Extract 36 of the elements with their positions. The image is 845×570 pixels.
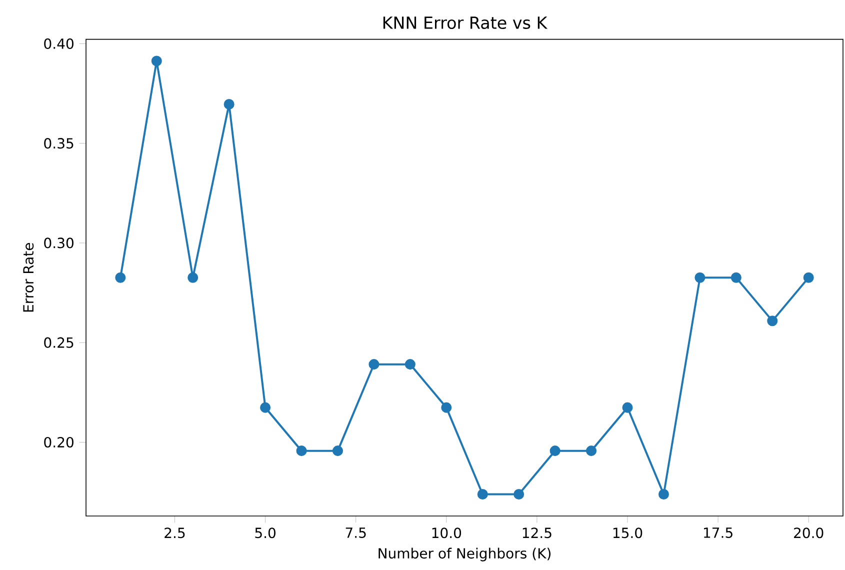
point (224, 98, 234, 110)
point (404, 359, 416, 370)
x-tick-label: 15.0 (613, 528, 642, 538)
point (188, 272, 198, 283)
point (694, 272, 706, 283)
x-tick-label: 12.5 (522, 528, 552, 538)
x-axis-title: Number of Neighbors (K) (378, 548, 551, 562)
x-tick-label: 20.0 (794, 528, 824, 538)
point (730, 272, 742, 283)
y-tick-label: 0.20 (44, 436, 74, 448)
point (550, 446, 560, 456)
point (803, 272, 814, 283)
point (622, 402, 633, 413)
point (368, 359, 380, 370)
point (332, 446, 344, 456)
point (441, 402, 452, 413)
point (260, 402, 271, 413)
point (477, 489, 488, 500)
point (586, 446, 597, 456)
point (115, 272, 126, 283)
x-tick-label: 7.5 (346, 528, 366, 538)
point (151, 56, 162, 66)
point (296, 446, 307, 456)
x-tick-label: 5.0 (255, 528, 276, 538)
y-tick-label: 0.35 (44, 138, 74, 149)
point (658, 489, 669, 500)
x-tick-label: 10.0 (432, 528, 462, 538)
y-tick-label: 0.40 (44, 38, 74, 49)
point (514, 489, 524, 500)
x-tick-label: 2.5 (164, 528, 185, 538)
point (767, 316, 778, 326)
y-axis-title: Error Rate (23, 243, 34, 312)
y-tick-label: 0.25 (44, 337, 74, 348)
y-tick-label: 0.30 (44, 238, 74, 248)
chart-title: KNN Error Rate vs K (383, 16, 548, 30)
x-tick-label: 17.5 (704, 528, 732, 538)
